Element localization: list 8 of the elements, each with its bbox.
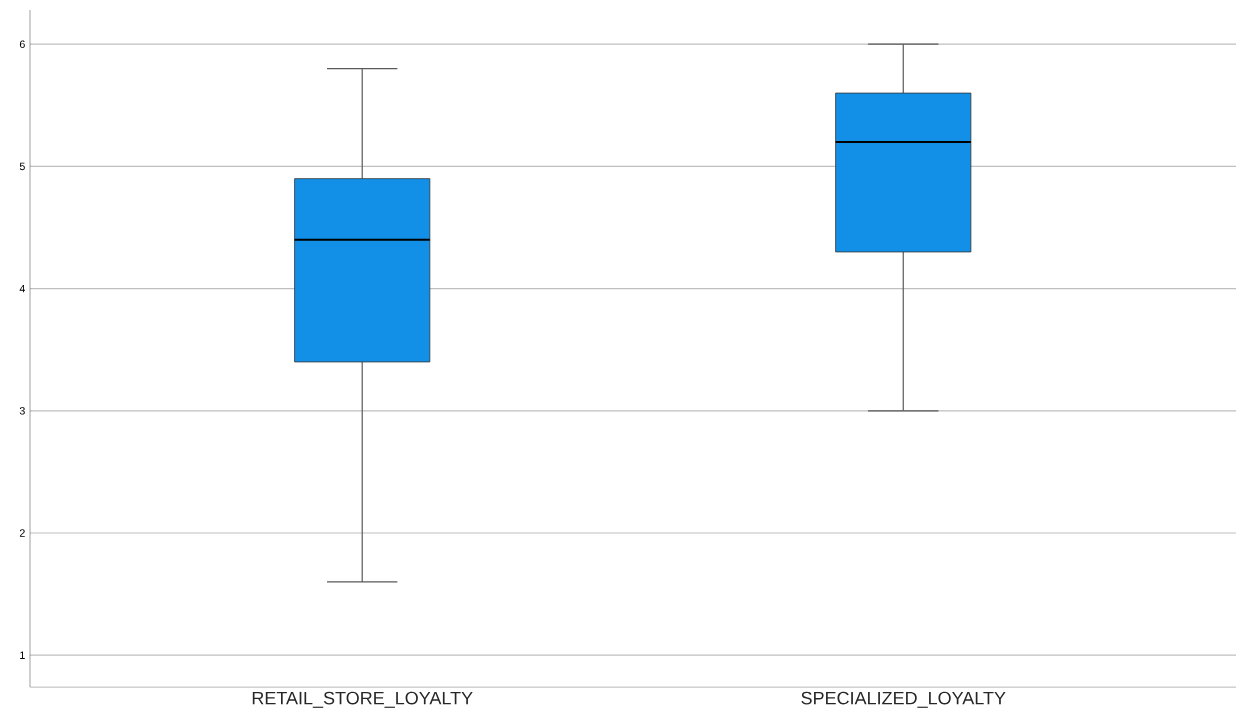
- y-tick-label: 6: [19, 40, 25, 48]
- y-tick-label: 2: [19, 529, 25, 537]
- y-tick-label: 4: [19, 284, 25, 293]
- y-tick-label: 1: [20, 651, 25, 659]
- x-tick-label: SPECIALIZED_LOYALTY: [801, 691, 1006, 708]
- y-tick-label: 3: [19, 407, 25, 415]
- x-tick-label: RETAIL_STORE_LOYALTY: [252, 691, 473, 708]
- y-tick-label: 5: [19, 162, 25, 171]
